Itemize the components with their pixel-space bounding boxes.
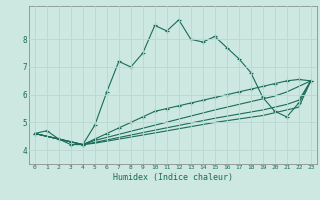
X-axis label: Humidex (Indice chaleur): Humidex (Indice chaleur) bbox=[113, 173, 233, 182]
